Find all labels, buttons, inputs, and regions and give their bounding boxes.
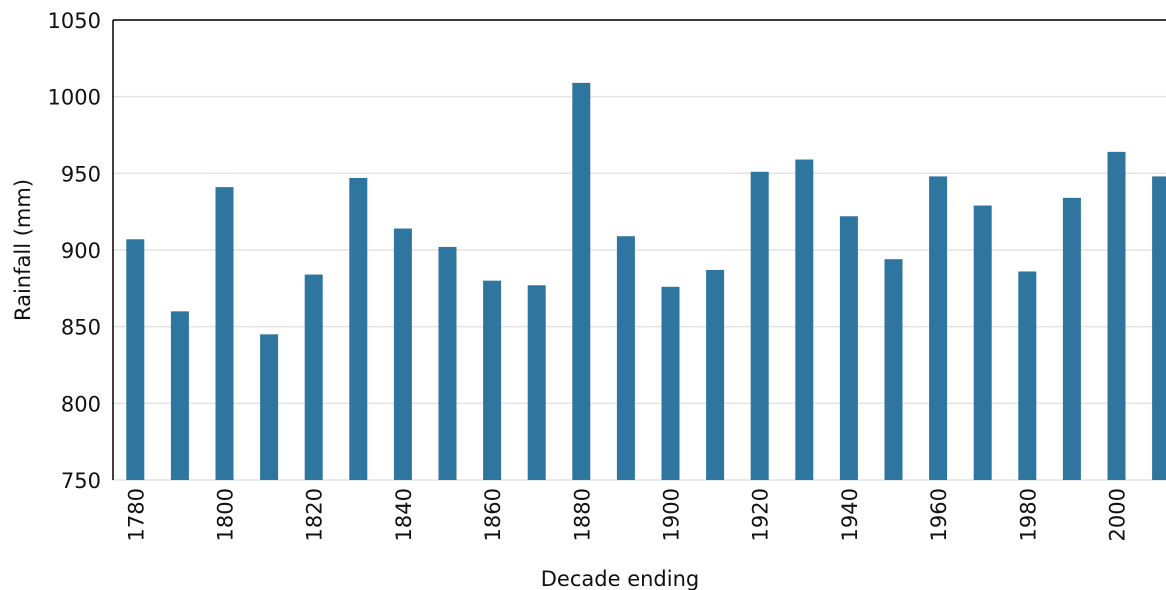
x-tick-label: 1780 (124, 488, 148, 541)
y-tick-label: 750 (61, 469, 101, 493)
bar (1107, 151, 1126, 480)
bar (304, 274, 323, 480)
bar (1062, 197, 1081, 480)
y-tick-label: 950 (61, 162, 101, 186)
x-tick-label: 1860 (481, 488, 505, 541)
x-tick-label: 1940 (838, 488, 862, 541)
bar (527, 285, 546, 480)
x-tick-label: 1800 (214, 488, 238, 541)
bar (839, 216, 858, 480)
y-tick-label: 1050 (48, 9, 101, 33)
bar (1152, 176, 1166, 480)
y-axis-label: Rainfall (mm) (11, 179, 35, 321)
bar (795, 159, 814, 481)
x-tick-label: 1920 (749, 488, 773, 541)
bar (706, 269, 725, 480)
bar (483, 280, 502, 480)
bar (1018, 271, 1037, 480)
x-tick-label: 1820 (303, 488, 327, 541)
bar (393, 228, 412, 480)
bar (349, 177, 368, 480)
x-tick-label: 1840 (392, 488, 416, 541)
bar (126, 239, 145, 480)
y-tick-label: 900 (61, 239, 101, 263)
bar (438, 246, 457, 480)
bar (929, 176, 948, 480)
x-tick-label: 1880 (570, 488, 594, 541)
x-axis-label: Decade ending (541, 567, 699, 590)
x-tick-label: 2000 (1106, 488, 1130, 541)
bar (750, 171, 769, 481)
x-tick-label: 1980 (1016, 488, 1040, 541)
bar (572, 82, 591, 480)
bar (260, 334, 279, 480)
x-tick-label: 1900 (660, 488, 684, 541)
bar (973, 205, 992, 481)
y-tick-label: 1000 (48, 86, 101, 110)
bar (616, 236, 635, 480)
bar (215, 187, 234, 480)
bar (661, 286, 680, 480)
bar (884, 259, 903, 480)
x-tick-label: 1960 (927, 488, 951, 541)
y-tick-label: 800 (61, 392, 101, 416)
y-tick-label: 850 (61, 316, 101, 340)
bar (170, 311, 189, 480)
